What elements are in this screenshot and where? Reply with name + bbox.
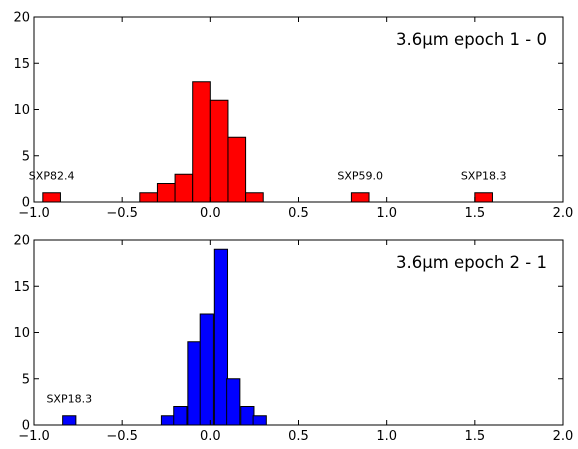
x-tick-label: 1.0: [376, 429, 397, 444]
y-tick-label: 10: [13, 326, 30, 341]
y-tick-label: 15: [13, 280, 30, 295]
annotation-label: SXP59.0: [337, 170, 383, 183]
histogram-bar: [252, 415, 267, 426]
y-tick-label: 20: [13, 234, 30, 249]
histogram-bar: [62, 415, 77, 426]
histogram-bar: [139, 192, 158, 203]
y-tick-label: 20: [13, 11, 30, 26]
y-tick-label: 5: [22, 149, 30, 164]
histogram-bar: [227, 136, 247, 203]
annotation-label: SXP18.3: [46, 393, 92, 406]
y-tick-label: 15: [13, 57, 30, 72]
histogram-bar: [213, 248, 229, 426]
histogram-bar: [173, 406, 188, 426]
x-tick-label: 1.5: [464, 206, 485, 221]
y-tick-label: 0: [22, 196, 30, 211]
x-tick-label: −0.5: [106, 206, 138, 221]
x-tick-label: 0.0: [200, 206, 221, 221]
annotation-label: SXP18.3: [461, 170, 507, 183]
x-tick-label: −1.0: [18, 429, 50, 444]
histogram-bar: [350, 192, 370, 203]
x-tick-label: 2.0: [553, 206, 574, 221]
histogram-bar: [226, 378, 241, 426]
histogram-panel-2: −1.0 −0.5 0.0 0.5 1.0 1.5 2.0 0 5 10 15 20 SXP18.3 3.…: [13, 234, 573, 445]
plot-frame: [33, 16, 564, 203]
histogram-bar: [199, 313, 214, 426]
y-tick-label: 0: [22, 419, 30, 434]
histogram-bar: [42, 192, 61, 203]
histogram-panel-1: −1.0 −0.5 0.0 0.5 1.0 1.5 2.0 0 5 10 15 20 SXP82.4 SX…: [13, 11, 573, 222]
histogram-bar: [192, 81, 211, 203]
panel-title: 3.6μm epoch 2 - 1: [396, 253, 547, 272]
histogram-bar: [174, 173, 194, 203]
histogram-bar: [240, 406, 255, 426]
histogram-bar: [209, 99, 229, 203]
x-tick-label: 0.0: [200, 429, 221, 444]
annotation-label: SXP82.4: [29, 170, 75, 183]
x-tick-label: 0.5: [288, 206, 309, 221]
histogram-bar: [474, 192, 493, 203]
x-tick-label: 0.5: [288, 429, 309, 444]
y-tick-label: 10: [13, 103, 30, 118]
plot-frame: [33, 239, 564, 426]
x-tick-label: 2.0: [553, 429, 574, 444]
histogram-bar: [187, 341, 202, 426]
histogram-bar: [156, 183, 176, 203]
x-tick-label: 1.5: [464, 429, 485, 444]
histogram-bar: [245, 192, 264, 203]
x-tick-label: −1.0: [18, 206, 50, 221]
histogram-bar: [160, 415, 176, 426]
x-tick-label: 1.0: [376, 206, 397, 221]
panel-title: 3.6μm epoch 1 - 0: [396, 30, 547, 49]
x-tick-label: −0.5: [106, 429, 138, 444]
y-tick-label: 5: [22, 372, 30, 387]
